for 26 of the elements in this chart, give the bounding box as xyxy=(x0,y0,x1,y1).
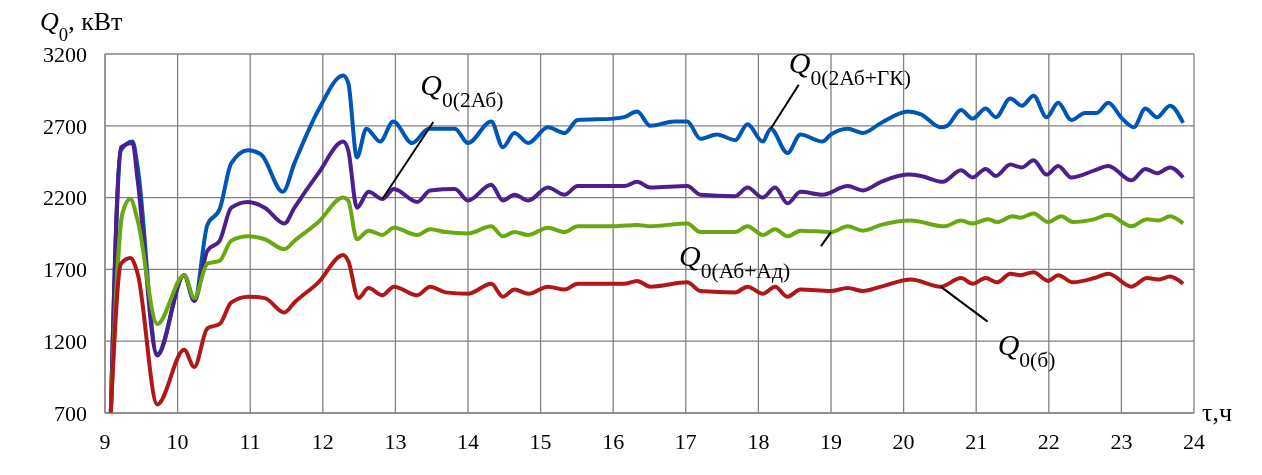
series-label: Q$_{0(б)}$ xyxy=(997,327,1056,372)
x-tick-label: 15 xyxy=(529,428,552,454)
x-tick-label: 14 xyxy=(457,428,479,454)
x-tick-label: 12 xyxy=(311,428,334,454)
x-tick-label: 11 xyxy=(239,428,261,454)
x-axis-title: τ,ч xyxy=(1202,398,1233,427)
y-tick-label: 2200 xyxy=(43,185,87,211)
x-tick-label: 19 xyxy=(820,428,842,454)
series-label: Q$_{0(Аб+Ад)}$ xyxy=(679,239,791,284)
x-tick-label: 17 xyxy=(674,428,697,454)
x-tick-label: 20 xyxy=(892,428,915,454)
y-tick-label: 700 xyxy=(54,400,87,426)
y-tick-label: 2700 xyxy=(43,113,87,139)
x-tick-label: 13 xyxy=(384,428,407,454)
y-tick-label: 1200 xyxy=(43,329,87,355)
x-tick-label: 22 xyxy=(1037,428,1060,454)
series-label: Q$_{0(2Аб+ГК)}$ xyxy=(788,45,911,90)
text: Q$_{0(2Аб)}$ xyxy=(420,68,504,113)
x-tick-label: 9 xyxy=(99,428,111,454)
y-tick-label: 1700 xyxy=(43,257,87,283)
x-tick-label: 21 xyxy=(965,428,988,454)
x-tick-label: 24 xyxy=(1183,428,1205,454)
x-tick-label: 10 xyxy=(166,428,189,454)
x-tick-label: 23 xyxy=(1110,428,1133,454)
x-tick-label: 16 xyxy=(602,428,625,454)
x-tick-label: 18 xyxy=(747,428,770,454)
